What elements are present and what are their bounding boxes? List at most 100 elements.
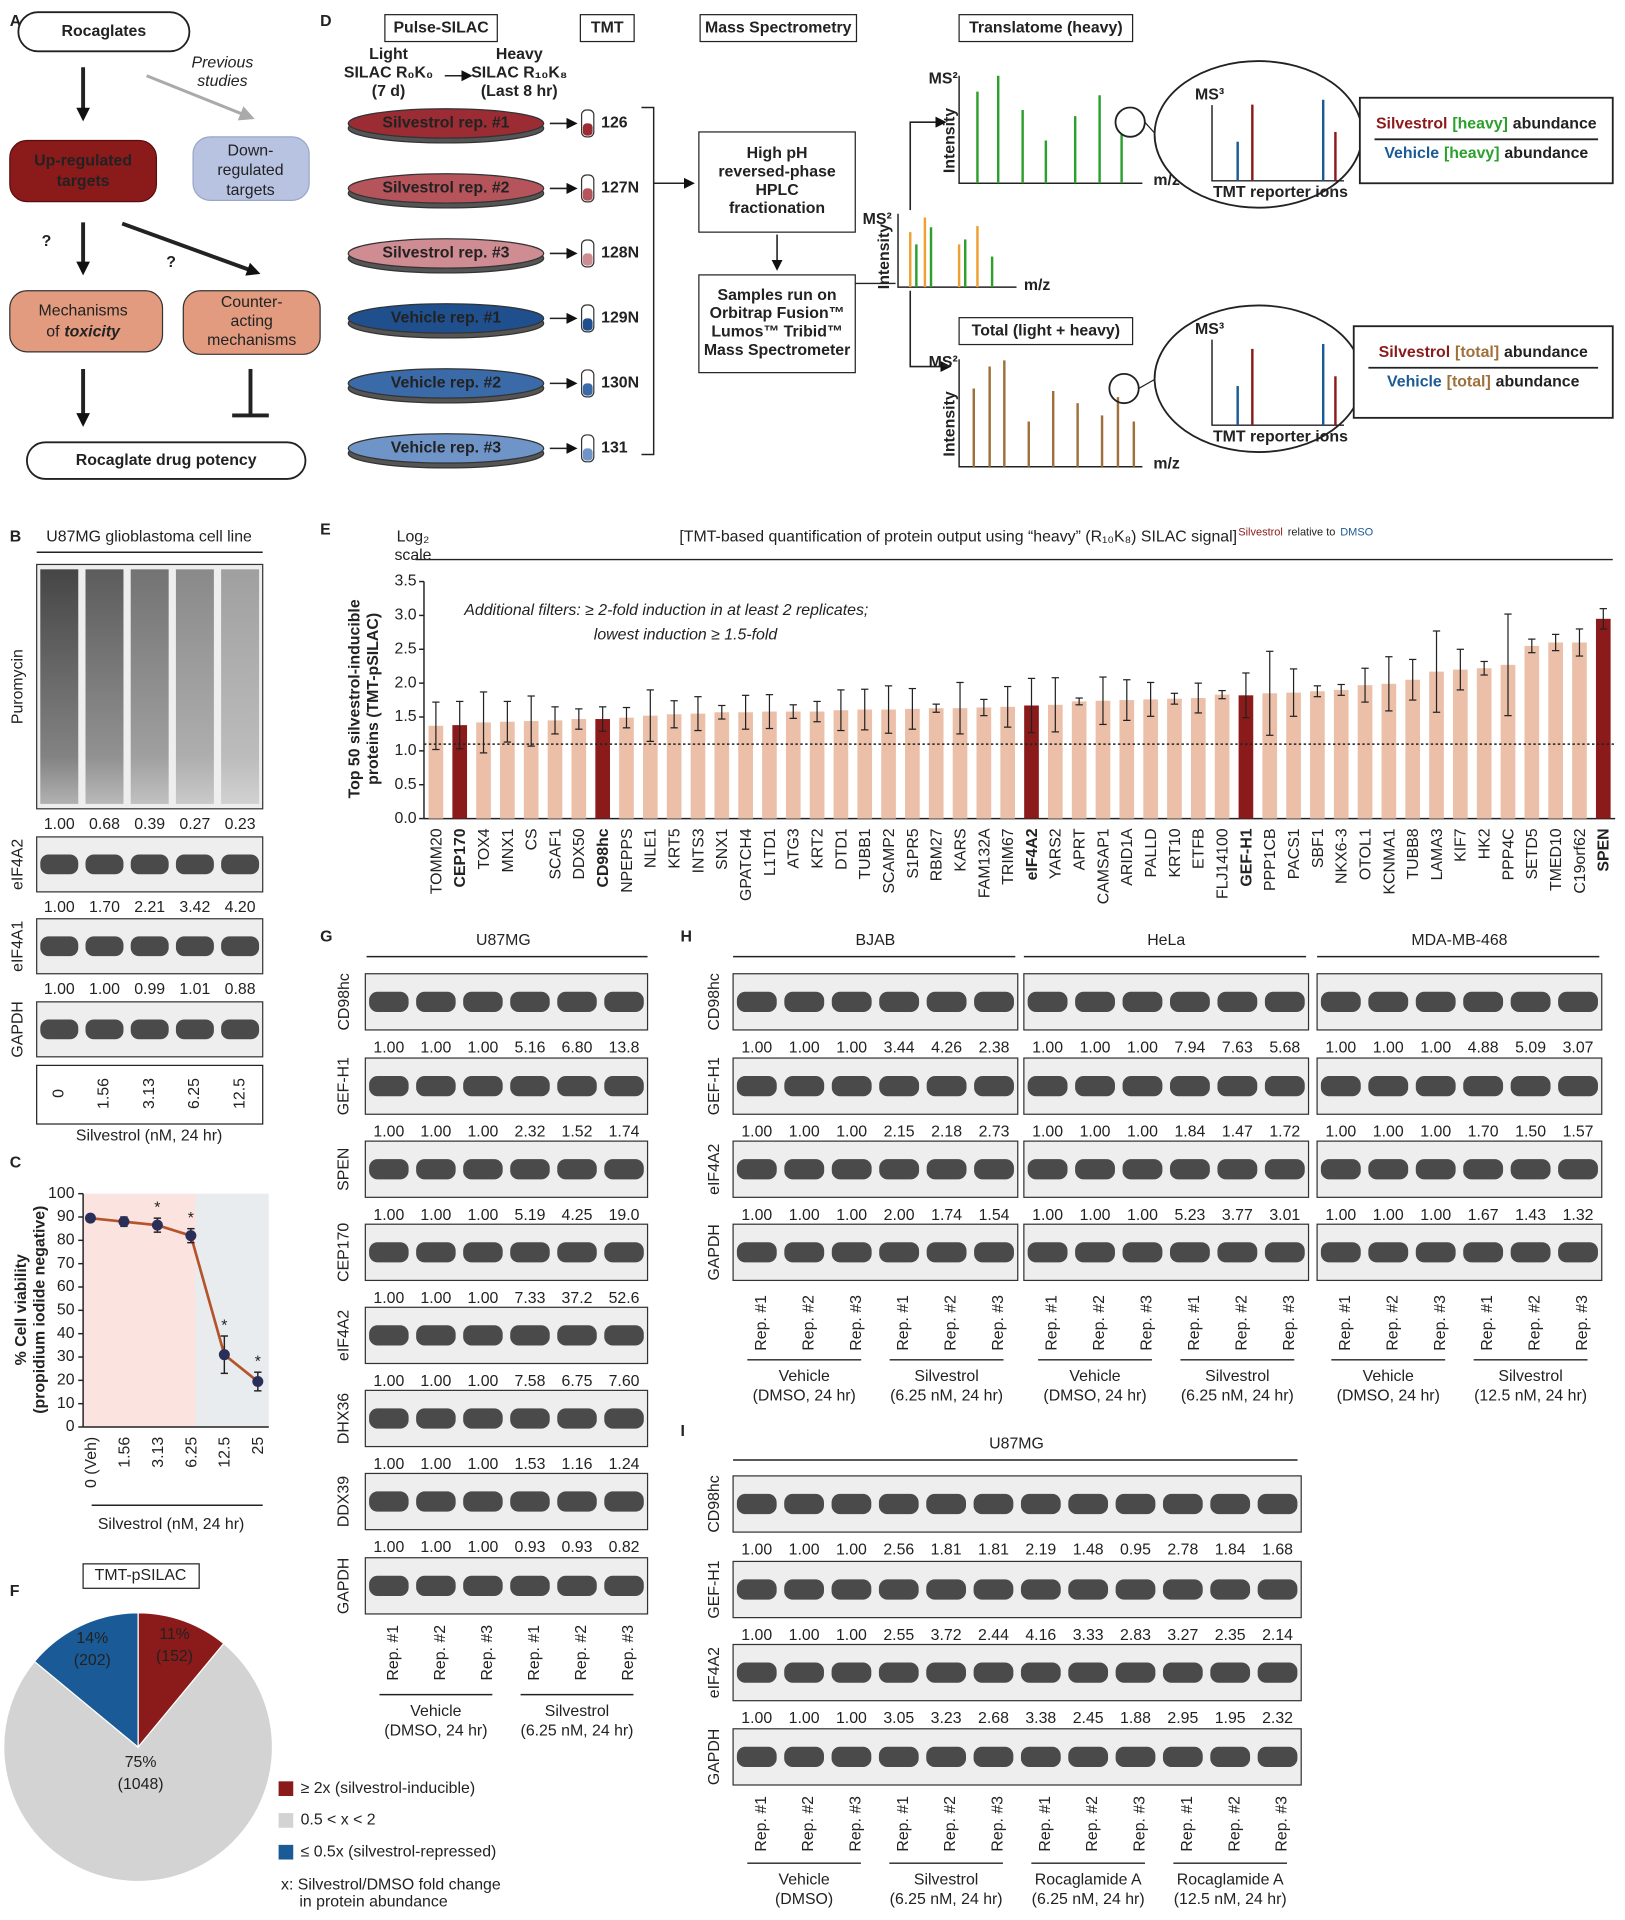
- blot-band: [557, 1491, 597, 1512]
- x-tick-label: PPP4C: [1500, 828, 1517, 880]
- blot-band: [1510, 1159, 1551, 1180]
- quant: 1.00: [1032, 1039, 1063, 1056]
- quant: 37.2: [562, 1290, 593, 1307]
- x-tick-label: RBM27: [929, 828, 946, 881]
- lane-label: Rep. #2: [1384, 1295, 1401, 1351]
- blot-band: [1169, 1076, 1210, 1097]
- lane-label: Rep. #3: [848, 1796, 865, 1852]
- x-tick-label: NKX6-3: [1334, 828, 1351, 884]
- blot-band: [736, 1746, 777, 1768]
- ratio-numerator: Silvestrol [total] abundance: [1379, 344, 1588, 361]
- blot-band: [1020, 1746, 1061, 1768]
- quant: 3.07: [1563, 1039, 1594, 1056]
- quant: 1.00: [741, 1207, 772, 1224]
- bar: [1286, 692, 1301, 819]
- node-label: acting: [231, 313, 273, 330]
- y-tick-label: 60: [57, 1278, 75, 1295]
- note: x: Silvestrol/DMSO fold change: [281, 1876, 501, 1893]
- bar: [1167, 698, 1182, 819]
- blot: [364, 1557, 649, 1615]
- x-tick-label: CAMSAP1: [1095, 828, 1112, 904]
- quant: 1.00: [741, 1627, 772, 1644]
- quant: 1.00: [789, 1710, 820, 1727]
- blot-band: [1264, 1159, 1305, 1180]
- blot-band: [926, 1579, 967, 1600]
- y-tick-label: 70: [57, 1255, 75, 1272]
- group-label: Silvestrol: [545, 1703, 609, 1720]
- blot-band: [1020, 1493, 1061, 1515]
- label-light: Light: [369, 46, 409, 63]
- blot-band: [1415, 1242, 1456, 1263]
- axis-title: Top 50 silvestrol-inducible: [347, 599, 364, 798]
- blot-band: [1068, 1493, 1109, 1515]
- quant: 1.00: [420, 1373, 451, 1390]
- quant: 1.50: [1515, 1124, 1546, 1141]
- quant: 1.00: [373, 1373, 404, 1390]
- x-tick-label: DDX50: [571, 828, 588, 879]
- blot-band: [736, 991, 777, 1012]
- blot-band: [1320, 1076, 1361, 1097]
- quant: 1.24: [609, 1456, 640, 1473]
- blot-band: [1068, 1746, 1109, 1768]
- bar: [857, 709, 873, 819]
- y-tick-label: 1.0: [395, 742, 417, 759]
- blot: [1023, 1223, 1310, 1282]
- header-box: [699, 14, 858, 43]
- blot-band: [604, 991, 644, 1012]
- blot-band: [736, 1242, 777, 1263]
- quant: 1.95: [1215, 1710, 1246, 1727]
- quant: 2.15: [884, 1124, 915, 1141]
- blot-band: [1075, 991, 1115, 1012]
- blot-band: [973, 1746, 1014, 1768]
- lane-label: Rep. #1: [895, 1295, 912, 1351]
- quant: 4.16: [1025, 1627, 1056, 1644]
- blot-band: [784, 1493, 824, 1515]
- blot-band: [604, 1575, 644, 1596]
- blot-band: [1217, 1076, 1258, 1097]
- sample-label: Silvestrol rep. #2: [382, 180, 509, 197]
- blot-band: [557, 1242, 597, 1263]
- blot-band: [1210, 1746, 1251, 1768]
- blot-band: [1257, 1579, 1298, 1600]
- blot-title: U87MG: [476, 932, 531, 949]
- x-tick-label: ATG3: [786, 828, 803, 868]
- blot-band: [1075, 1242, 1115, 1263]
- y-tick-label: 3.5: [395, 573, 417, 590]
- blot-label: GAPDH: [706, 1729, 723, 1785]
- sample-dish: [347, 173, 545, 204]
- bar: [1143, 699, 1158, 819]
- significance: *: [188, 1210, 194, 1227]
- blot-band: [463, 1325, 503, 1346]
- group-label: (6.25 nM, 24 hr): [1032, 1891, 1145, 1908]
- bar: [1190, 698, 1206, 819]
- blot-band: [1122, 1076, 1163, 1097]
- lane-label: Rep. #3: [990, 1796, 1007, 1852]
- quant: 1.00: [467, 1290, 498, 1307]
- x-tick-label: TRIM67: [1000, 828, 1017, 885]
- bar: [1429, 671, 1444, 819]
- blot-title: MDA-MB-468: [1411, 932, 1507, 949]
- blot-label: CD98hc: [336, 973, 353, 1030]
- tube-fill: [582, 123, 593, 136]
- blot-band: [85, 854, 124, 875]
- quant: 1.00: [836, 1710, 867, 1727]
- sample-label: Vehicle rep. #2: [391, 375, 501, 392]
- group-label: (DMSO, 24 hr): [384, 1722, 487, 1739]
- y-tick-label: 80: [57, 1232, 75, 1249]
- x-tick-label: YARS2: [1048, 828, 1065, 879]
- blot-lane: [85, 569, 124, 804]
- quant: 1.84: [1174, 1124, 1205, 1141]
- quant: 1.00: [1373, 1039, 1404, 1056]
- bar: [1238, 695, 1254, 819]
- blot: [732, 1560, 1302, 1619]
- axis-title: Silvestrol (nM, 24 hr): [76, 1127, 222, 1144]
- blot-band: [1122, 991, 1163, 1012]
- quant: 1.00: [1325, 1039, 1356, 1056]
- blot-band: [1115, 1579, 1156, 1600]
- blot-band: [926, 1076, 967, 1097]
- blot: [364, 1389, 649, 1448]
- bar: [1405, 679, 1421, 819]
- axis-label: TMT reporter ions: [1213, 429, 1348, 446]
- quant: 1.00: [741, 1039, 772, 1056]
- header: Pulse-SILAC: [393, 19, 489, 36]
